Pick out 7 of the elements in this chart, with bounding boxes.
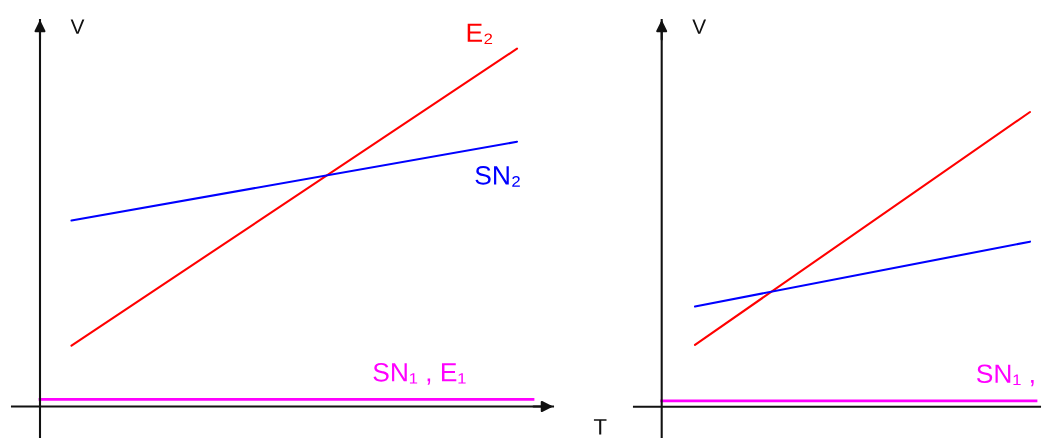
series-label: SN₂ [475, 166, 520, 187]
y-axis-title: V [70, 19, 85, 34]
series-label: E₂ [467, 23, 493, 45]
ref-line-label: SN₁ , [976, 364, 1034, 387]
y-axis-title: V [692, 19, 707, 34]
x-axis-title: T [593, 419, 607, 435]
ref-line-label: SN₁ , E₁ [373, 362, 466, 385]
